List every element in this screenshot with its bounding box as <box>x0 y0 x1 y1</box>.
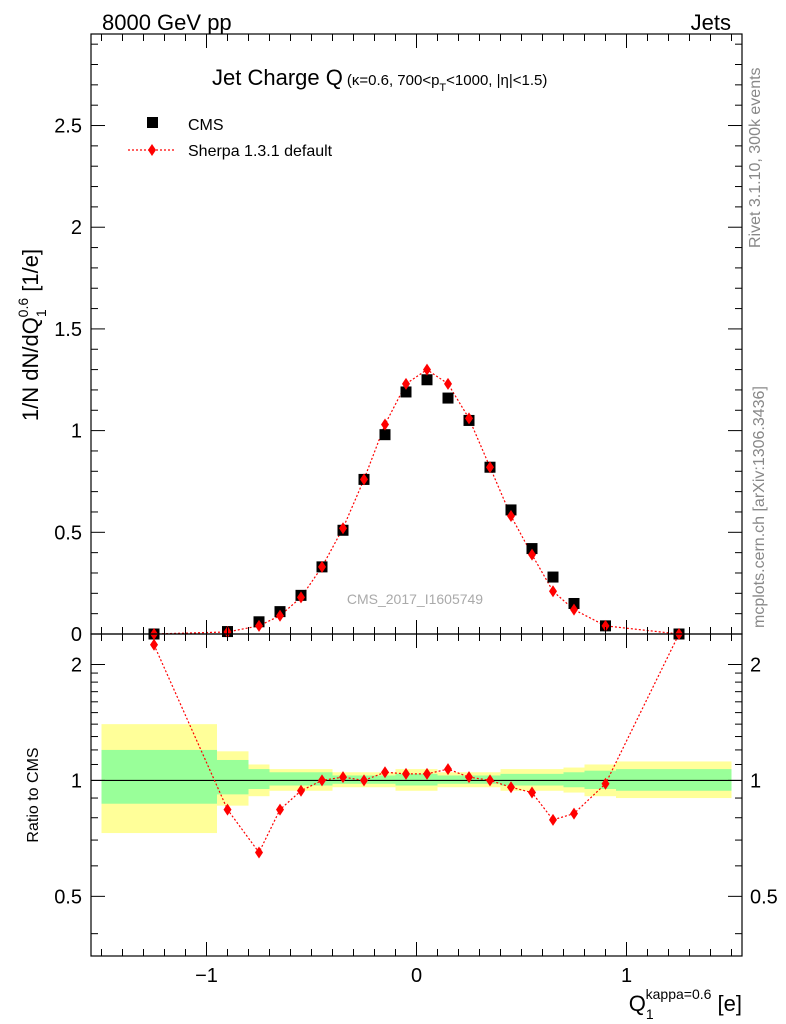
ratio-y-tick-label-right: 1 <box>750 770 761 792</box>
energy-label: 8000 GeV pp <box>102 10 232 35</box>
mc-ratio-point <box>465 771 473 784</box>
data-point <box>442 392 454 404</box>
main-y-tick-label: 0 <box>71 624 82 646</box>
legend-mc-marker <box>148 144 156 156</box>
main-y-axis-label: 1/N dN/dQ10.6 [1/e] <box>15 249 49 421</box>
ratio-series-layer <box>150 633 680 859</box>
ratio-y-tick-label-left: 2 <box>71 654 82 676</box>
mc-ratio-point <box>444 763 452 776</box>
band-inner <box>248 769 270 789</box>
mc-ratio-point <box>570 807 578 820</box>
band-inner <box>500 773 564 786</box>
mc-point <box>528 548 536 561</box>
main-y-tick-label: 1 <box>71 421 82 443</box>
mc-ratio-point <box>318 774 326 787</box>
mc-ratio-point <box>381 766 389 779</box>
main-axes-layer: 0 0.5 1 1.5 2 2.5 <box>54 33 743 646</box>
ratio-y-tick-label-right: 0.5 <box>750 886 778 908</box>
ratio-y-axis-label: Ratio to CMS <box>25 747 42 842</box>
mc-point <box>423 363 431 376</box>
legend-data-marker <box>147 117 158 128</box>
x-tick-label: −1 <box>195 965 218 987</box>
mc-ratio-point <box>402 767 410 780</box>
mc-ratio-point <box>549 813 557 826</box>
rivet-version-label: Rivet 3.1.10, 300k events <box>747 67 764 248</box>
mc-point <box>549 585 557 598</box>
data-point <box>568 597 580 609</box>
x-tick-label: 0 <box>411 965 422 987</box>
ratio-y-tick-label-left: 0.5 <box>54 886 82 908</box>
mc-point <box>276 609 284 622</box>
mc-point <box>601 619 610 632</box>
mc-point <box>570 603 578 616</box>
band-inner <box>101 749 217 804</box>
band-inner <box>395 773 438 786</box>
mc-ratio-point <box>423 767 431 780</box>
x-axis-label: Q1kappa=0.6 [e] <box>629 986 742 1022</box>
band-inner <box>563 772 585 788</box>
legend-mc-label: Sherpa 1.3.1 default <box>188 143 333 160</box>
band-inner <box>269 772 333 786</box>
main-y-tick-label: 0.5 <box>54 522 82 544</box>
mc-point <box>486 461 494 474</box>
mc-ratio-point <box>297 784 305 797</box>
mc-point <box>255 619 263 632</box>
mc-point <box>297 591 305 604</box>
mc-point <box>465 412 473 425</box>
ratio-y-tick-label-left: 1 <box>71 770 82 792</box>
mc-ratio-point <box>276 803 284 816</box>
plot-title: Jet Charge Q (κ=0.6, 700<pT<1000, |η|<1.5… <box>212 65 547 94</box>
mc-ratio-point <box>601 777 610 790</box>
mc-ratio-point <box>528 786 536 799</box>
ratio-y-tick-label-right: 2 <box>750 654 761 676</box>
mc-point <box>507 510 515 523</box>
mc-ratio-point <box>255 846 263 859</box>
mc-ratio-line <box>153 633 680 854</box>
mc-ratio-point <box>150 638 158 651</box>
data-point <box>400 386 412 398</box>
legend-data-label: CMS <box>188 117 224 134</box>
data-point <box>379 429 391 441</box>
mc-point <box>339 522 347 535</box>
mc-point <box>381 418 389 431</box>
data-point <box>505 504 517 516</box>
ratio-axes-layer: −1 0 1 0.5 0.5 1 1 2 2 <box>54 633 778 987</box>
mc-point <box>360 473 368 486</box>
data-point <box>526 543 538 555</box>
data-point <box>547 571 559 583</box>
mc-point <box>318 560 326 573</box>
main-y-tick-label: 1.5 <box>54 319 82 341</box>
category-label: Jets <box>691 10 731 35</box>
data-point <box>421 374 433 386</box>
mc-ratio-point <box>339 771 347 784</box>
band-inner <box>217 759 249 795</box>
mcplots-reference-label: mcplots.cern.ch [arXiv:1306.3436] <box>751 386 768 628</box>
mc-ratio-point <box>223 803 232 816</box>
main-y-tick-label: 2 <box>71 217 82 239</box>
x-tick-label: 1 <box>621 965 632 987</box>
mc-ratio-point <box>486 774 494 787</box>
uncertainty-bands <box>91 724 742 834</box>
main-y-tick-label: 2.5 <box>54 116 82 138</box>
analysis-watermark: CMS_2017_I1605749 <box>347 591 483 607</box>
mc-point <box>402 377 410 390</box>
mc-ratio-point <box>360 774 368 787</box>
mc-ratio-point <box>507 781 515 794</box>
mc-point <box>444 377 452 390</box>
